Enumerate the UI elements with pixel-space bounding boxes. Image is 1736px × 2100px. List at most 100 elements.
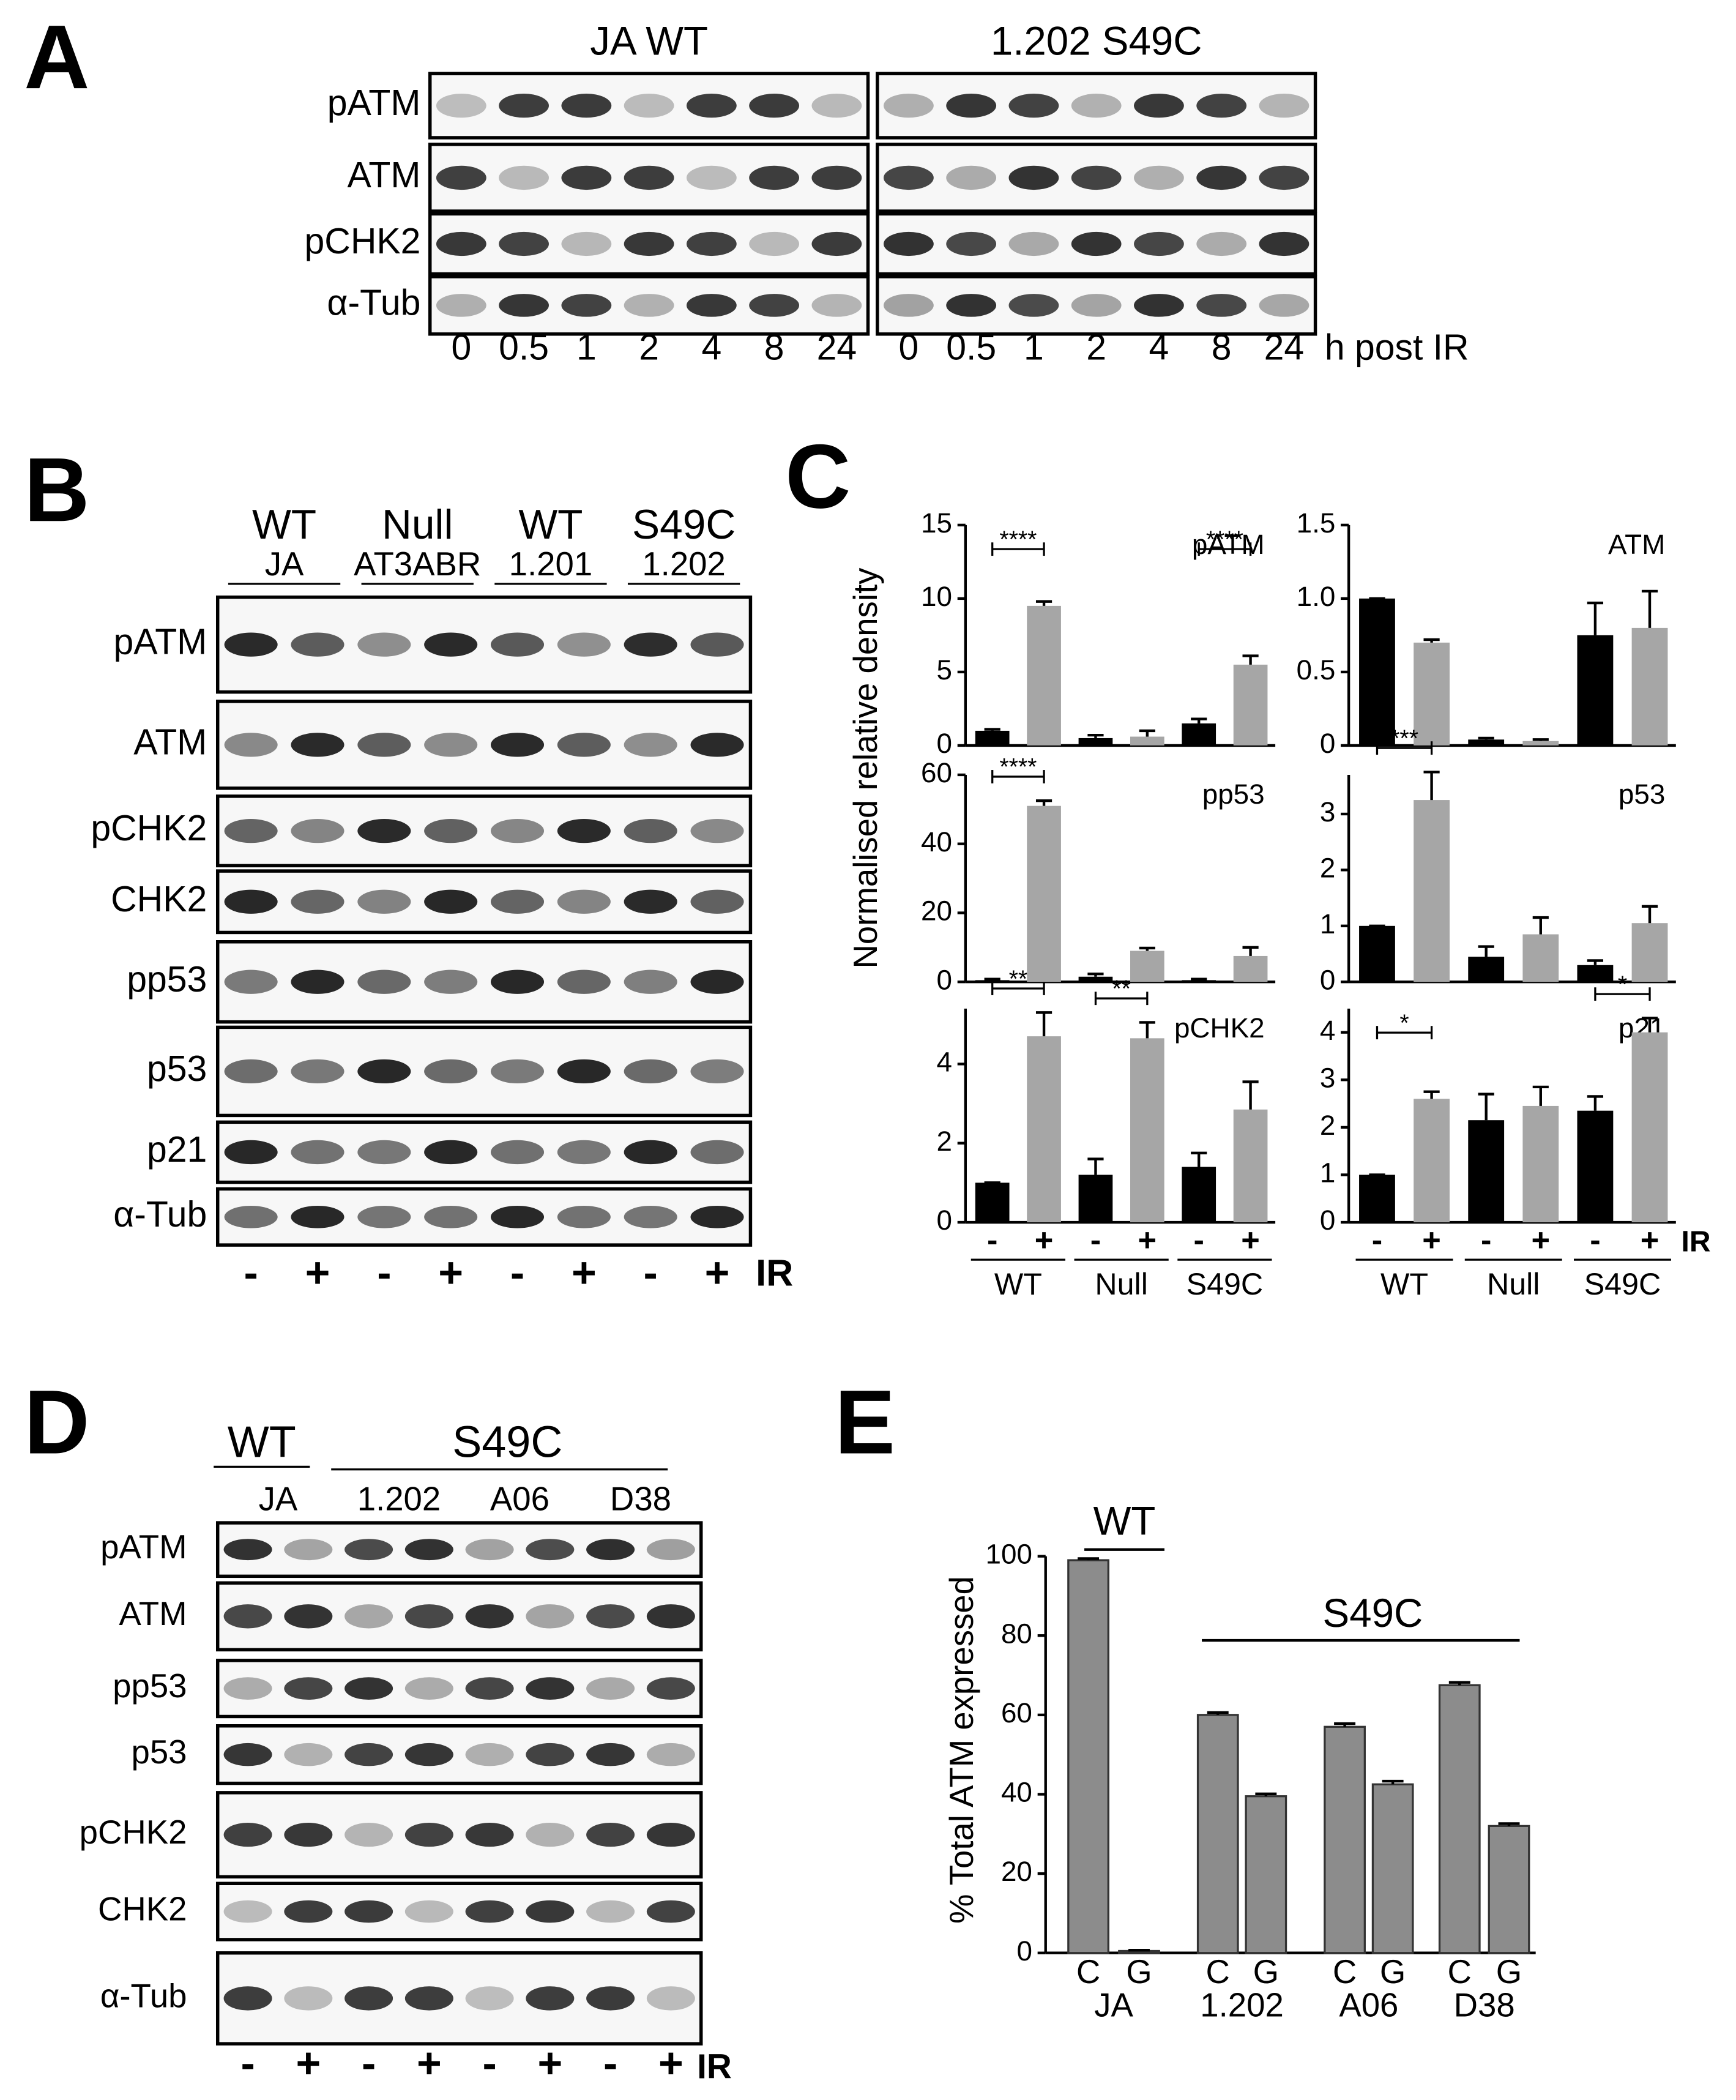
lane-label: 0: [451, 328, 471, 368]
bar: [1359, 1175, 1395, 1223]
y-tick-label: 1.0: [1297, 581, 1336, 612]
treatment: -: [1372, 1223, 1382, 1258]
band: [404, 1900, 453, 1923]
band: [624, 818, 677, 843]
band: [345, 1539, 393, 1561]
band: [690, 1140, 744, 1165]
band: [1008, 294, 1059, 317]
row-label: ATM: [119, 1595, 187, 1632]
error-bar: [1498, 1822, 1520, 1826]
band: [646, 1986, 695, 2011]
row-label: CHK2: [98, 1890, 187, 1927]
y-axis-label: % Total ATM expressed: [943, 1576, 980, 1924]
band: [1134, 165, 1184, 190]
genotype-label: S49C: [632, 502, 736, 548]
error-bar: [1207, 1711, 1229, 1715]
y-tick-label: 0: [937, 1205, 952, 1236]
band: [223, 1604, 272, 1629]
band: [586, 1677, 635, 1700]
error-bar: [1035, 600, 1052, 606]
band: [436, 231, 486, 256]
band: [284, 1986, 333, 2011]
error-bar: [1035, 1011, 1052, 1037]
band: [424, 1205, 478, 1228]
lane-label: 24: [1264, 328, 1305, 368]
band: [499, 231, 549, 256]
band: [424, 970, 478, 994]
band: [624, 93, 674, 118]
genotype-label: WT: [228, 1418, 296, 1467]
band: [357, 970, 411, 994]
band: [646, 1604, 695, 1629]
band: [345, 1822, 393, 1847]
error-bar: [1128, 1949, 1150, 1952]
band: [465, 1539, 514, 1561]
line-label: 1.202: [642, 545, 726, 583]
row-label: pATM: [114, 622, 207, 662]
y-tick-label: 20: [1001, 1856, 1032, 1887]
error-bar: [984, 977, 1000, 981]
band: [357, 1205, 411, 1228]
band: [884, 231, 934, 256]
bar: [1359, 598, 1395, 745]
line-label: A06: [490, 1481, 549, 1518]
band: [1008, 93, 1059, 118]
band: [1008, 165, 1059, 190]
panel-label: B: [24, 439, 89, 540]
band: [1071, 165, 1122, 190]
band: [291, 1205, 345, 1228]
y-tick-label: 0: [1320, 964, 1335, 995]
x-tick-label: C: [1076, 1953, 1100, 1990]
row-label: p53: [147, 1049, 207, 1089]
band: [646, 1539, 695, 1561]
error-bar: [1139, 729, 1155, 737]
band: [224, 733, 278, 757]
band: [499, 165, 549, 190]
band: [749, 231, 800, 256]
chart-title: pp53: [1202, 779, 1265, 810]
band: [646, 1743, 695, 1766]
band: [884, 294, 934, 317]
significance: **: [1009, 965, 1028, 992]
band: [561, 93, 612, 118]
bar: [1233, 664, 1268, 745]
lane-label: 8: [764, 328, 784, 368]
error-bar: [1087, 733, 1104, 738]
lane-label: 2: [639, 328, 659, 368]
treatment: -: [1193, 1223, 1204, 1258]
band: [224, 818, 278, 843]
y-tick-label: 1.5: [1297, 507, 1336, 539]
band: [291, 632, 345, 657]
band: [624, 889, 677, 914]
error-bar: [1191, 1151, 1207, 1167]
row-label: p53: [132, 1733, 187, 1771]
treatment: -: [644, 1249, 658, 1296]
band: [690, 632, 744, 657]
band: [1259, 165, 1309, 190]
bar: [1468, 739, 1505, 745]
band: [557, 818, 611, 843]
y-tick-label: 0: [1320, 728, 1335, 759]
error-bar: [1191, 717, 1207, 723]
bar: [1182, 980, 1216, 982]
x-tick-label: G: [1126, 1953, 1152, 1990]
band: [811, 231, 862, 256]
band: [1071, 231, 1122, 256]
y-tick-label: 60: [1001, 1697, 1032, 1728]
bar: [1027, 805, 1061, 982]
band: [490, 1205, 545, 1228]
band: [490, 733, 545, 757]
y-tick-label: 40: [1001, 1777, 1032, 1808]
y-tick-label: 4: [1320, 1015, 1335, 1046]
x-tick-label: S49C: [1187, 1267, 1264, 1301]
bar: [975, 1183, 1010, 1223]
treatment: +: [1641, 1223, 1660, 1258]
band: [490, 889, 545, 914]
band: [404, 1539, 453, 1561]
y-tick-label: 10: [921, 581, 952, 612]
band: [884, 93, 934, 118]
band: [224, 1140, 278, 1165]
bar: [1130, 951, 1164, 982]
treatment: -: [510, 1249, 524, 1296]
band: [345, 1986, 393, 2011]
